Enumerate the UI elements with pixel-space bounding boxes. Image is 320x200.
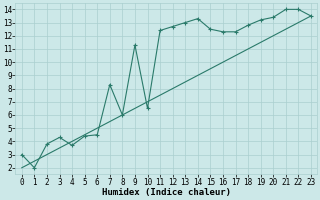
X-axis label: Humidex (Indice chaleur): Humidex (Indice chaleur) (102, 188, 231, 197)
